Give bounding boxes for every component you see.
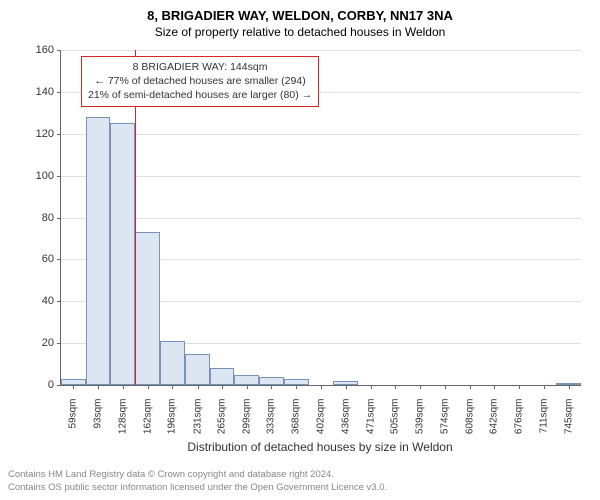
gridline — [61, 50, 581, 51]
info-line3: 21% of semi-detached houses are larger (… — [88, 88, 312, 102]
y-tick-mark — [57, 50, 61, 51]
gridline — [61, 176, 581, 177]
x-tick-mark — [296, 385, 297, 389]
x-tick-mark — [271, 385, 272, 389]
x-tick-mark — [519, 385, 520, 389]
y-tick-label: 20 — [24, 337, 54, 349]
x-tick-mark — [172, 385, 173, 389]
histogram-bar — [234, 375, 259, 385]
x-tick-mark — [420, 385, 421, 389]
y-tick-mark — [57, 301, 61, 302]
y-tick-mark — [57, 92, 61, 93]
x-tick-mark — [247, 385, 248, 389]
histogram-bar — [160, 341, 185, 385]
info-box: 8 BRIGADIER WAY: 144sqm← 77% of detached… — [81, 56, 319, 107]
y-tick-mark — [57, 343, 61, 344]
x-tick-mark — [470, 385, 471, 389]
plot: 59sqm93sqm128sqm162sqm196sqm231sqm265sqm… — [60, 50, 581, 386]
title-primary: 8, BRIGADIER WAY, WELDON, CORBY, NN17 3N… — [0, 0, 600, 23]
chart-area: Number of detached properties 59sqm93sqm… — [60, 50, 580, 385]
histogram-bar — [259, 377, 284, 385]
y-tick-label: 80 — [24, 212, 54, 224]
x-tick-mark — [321, 385, 322, 389]
info-line2: ← 77% of detached houses are smaller (29… — [88, 74, 312, 88]
container: 8, BRIGADIER WAY, WELDON, CORBY, NN17 3N… — [0, 0, 600, 500]
y-tick-label: 120 — [24, 128, 54, 140]
histogram-bar — [110, 123, 135, 385]
footer: Contains HM Land Registry data © Crown c… — [8, 469, 387, 494]
y-tick-label: 40 — [24, 295, 54, 307]
histogram-bar — [210, 368, 235, 385]
x-axis-label: Distribution of detached houses by size … — [60, 440, 580, 454]
x-tick-mark — [148, 385, 149, 389]
gridline — [61, 134, 581, 135]
y-tick-mark — [57, 134, 61, 135]
histogram-bar — [185, 354, 210, 385]
histogram-bar — [86, 117, 111, 385]
y-tick-mark — [57, 259, 61, 260]
y-tick-label: 0 — [24, 379, 54, 391]
x-tick-mark — [569, 385, 570, 389]
x-tick-mark — [123, 385, 124, 389]
x-tick-mark — [198, 385, 199, 389]
x-tick-mark — [445, 385, 446, 389]
x-tick-mark — [346, 385, 347, 389]
x-tick-mark — [98, 385, 99, 389]
info-line1: 8 BRIGADIER WAY: 144sqm — [88, 60, 312, 74]
gridline — [61, 218, 581, 219]
x-tick-mark — [222, 385, 223, 389]
y-tick-mark — [57, 176, 61, 177]
x-tick-mark — [73, 385, 74, 389]
y-tick-label: 60 — [24, 253, 54, 265]
y-tick-mark — [57, 218, 61, 219]
y-tick-mark — [57, 385, 61, 386]
y-tick-label: 160 — [24, 44, 54, 56]
x-tick-mark — [395, 385, 396, 389]
histogram-bar — [135, 232, 160, 385]
y-tick-label: 100 — [24, 170, 54, 182]
footer-line1: Contains HM Land Registry data © Crown c… — [8, 469, 387, 481]
footer-line2: Contains OS public sector information li… — [8, 482, 387, 494]
y-tick-label: 140 — [24, 86, 54, 98]
x-tick-mark — [371, 385, 372, 389]
title-secondary: Size of property relative to detached ho… — [0, 23, 600, 45]
x-tick-mark — [494, 385, 495, 389]
x-tick-mark — [544, 385, 545, 389]
